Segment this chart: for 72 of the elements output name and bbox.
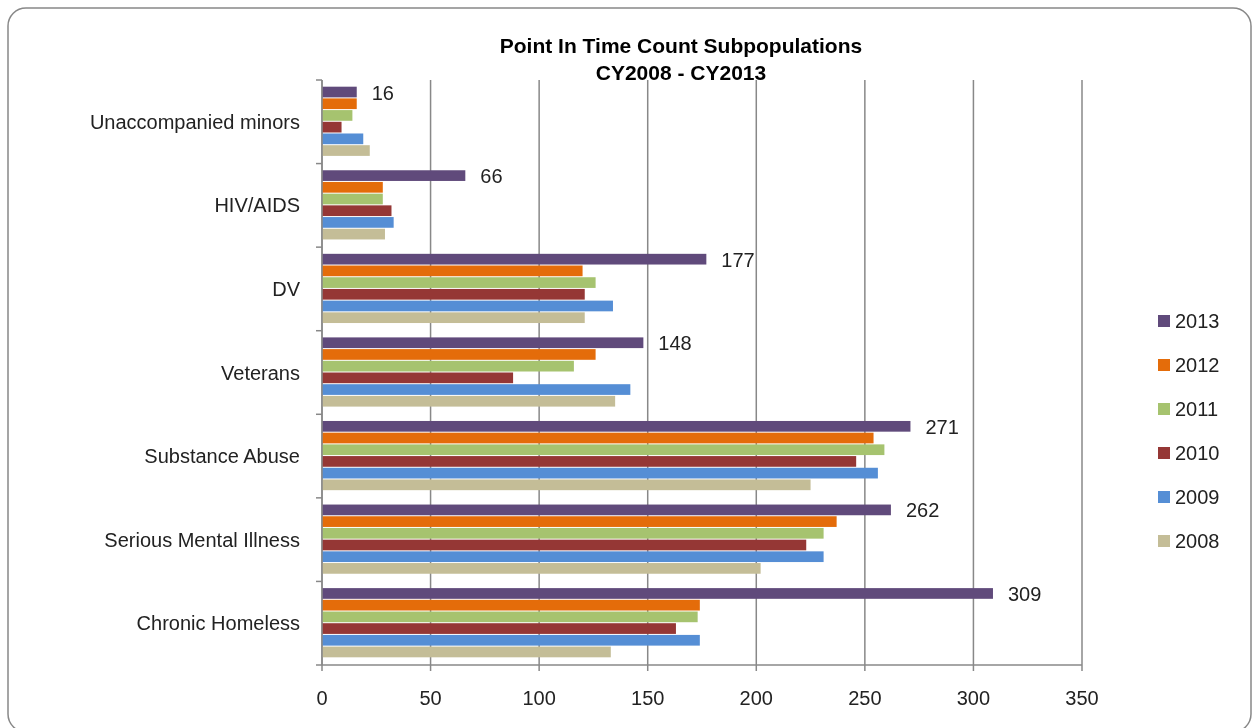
- legend-label: 2009: [1175, 486, 1220, 508]
- bar: [322, 145, 370, 156]
- bar: [322, 110, 353, 121]
- bar: [322, 217, 394, 228]
- chart-subtitle: CY2008 - CY2013: [595, 61, 767, 84]
- legend-label: 2011: [1175, 398, 1219, 420]
- y-tick-label: HIV/AIDS: [214, 194, 300, 217]
- legend-label: 2008: [1175, 530, 1220, 552]
- bar: [322, 456, 857, 467]
- bar: [322, 563, 761, 574]
- bar: [322, 86, 357, 98]
- data-label: 66: [480, 165, 503, 188]
- bar: [322, 516, 837, 527]
- bar: [322, 623, 676, 634]
- x-tick-label: 300: [956, 687, 991, 709]
- bar: [322, 479, 811, 491]
- bar: [322, 300, 613, 312]
- bar: [322, 265, 583, 277]
- bar: [322, 384, 631, 395]
- legend-label: 2010: [1175, 442, 1220, 464]
- bar: [322, 395, 616, 407]
- bar: [322, 527, 824, 539]
- y-tick-label: Veterans: [221, 361, 300, 384]
- bar: [322, 551, 824, 563]
- bar: [322, 504, 891, 516]
- bar: [322, 228, 385, 240]
- bar: [322, 611, 698, 623]
- bar: [322, 539, 807, 551]
- data-label: 177: [721, 248, 755, 271]
- bar: [322, 634, 700, 646]
- y-tick-label: Serious Mental Illness: [104, 528, 300, 551]
- bar: [322, 420, 911, 432]
- bar: [322, 337, 644, 349]
- bar: [322, 98, 357, 110]
- x-tick-label: 350: [1065, 687, 1099, 709]
- y-tick-label: Chronic Homeless: [136, 612, 300, 635]
- legend-label: 2012: [1175, 354, 1220, 376]
- x-tick-label: 100: [522, 687, 556, 709]
- chart-title: Point In Time Count Subpopulations: [499, 34, 863, 57]
- legend-label: 2013: [1175, 310, 1220, 332]
- x-tick-label: 150: [631, 687, 665, 709]
- bar: [322, 360, 574, 372]
- bar: [322, 277, 596, 288]
- bar: [322, 372, 514, 384]
- bar: [322, 193, 383, 205]
- data-label: 262: [905, 499, 940, 522]
- bar: [322, 288, 585, 300]
- bar: [322, 133, 364, 145]
- bar: [322, 205, 392, 217]
- y-tick-label: DV: [272, 277, 301, 300]
- x-tick-label: 50: [419, 687, 442, 709]
- bar: [322, 588, 993, 599]
- y-tick-label: Unaccompanied minors: [89, 110, 300, 133]
- bar: [322, 349, 596, 360]
- bar: [322, 170, 466, 181]
- bar: [322, 467, 878, 479]
- bar: [322, 599, 700, 611]
- bar: [322, 646, 611, 658]
- bar: [322, 181, 383, 193]
- y-tick-label: Substance Abuse: [144, 445, 300, 468]
- data-label: 271: [925, 415, 959, 438]
- data-label: 148: [658, 332, 692, 355]
- bar: [322, 121, 342, 133]
- bar: [322, 253, 707, 265]
- x-tick-label: 200: [739, 687, 773, 709]
- data-label: 16: [371, 81, 394, 104]
- x-tick-label: 0: [316, 687, 328, 709]
- bar: [322, 312, 585, 324]
- x-tick-label: 250: [848, 687, 882, 709]
- bar: [322, 432, 874, 444]
- bar: [322, 444, 885, 456]
- data-label: 309: [1007, 582, 1042, 605]
